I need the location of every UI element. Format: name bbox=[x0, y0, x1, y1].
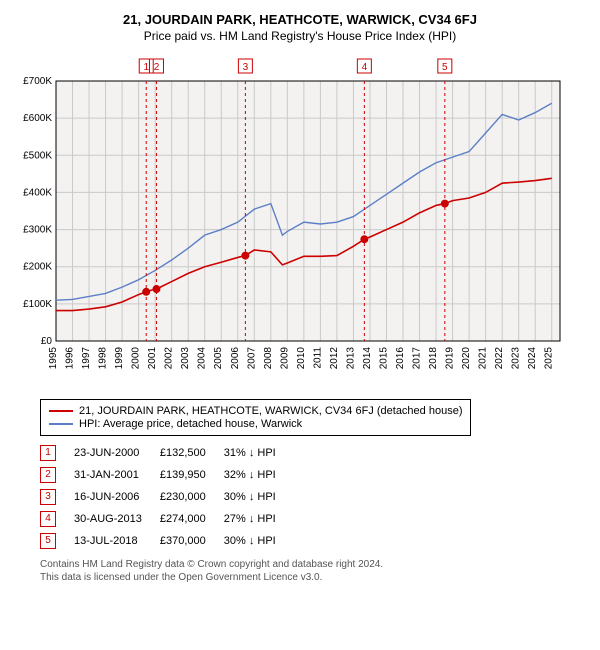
sale-marker-dot bbox=[360, 235, 368, 243]
x-axis-label: 2025 bbox=[544, 347, 555, 370]
legend-label-hpi: HPI: Average price, detached house, Warw… bbox=[79, 418, 302, 430]
sale-price: £132,500 bbox=[160, 442, 224, 464]
y-axis-label: £0 bbox=[41, 336, 53, 347]
sale-index-box: 1 bbox=[40, 445, 56, 461]
footer: Contains HM Land Registry data © Crown c… bbox=[40, 558, 590, 584]
legend: 21, JOURDAIN PARK, HEATHCOTE, WARWICK, C… bbox=[40, 399, 471, 436]
sale-price: £274,000 bbox=[160, 508, 224, 530]
x-axis-label: 2007 bbox=[246, 347, 257, 370]
y-axis-label: £600K bbox=[23, 113, 52, 124]
x-axis-label: 1999 bbox=[114, 347, 125, 370]
sale-date: 30-AUG-2013 bbox=[74, 508, 160, 530]
x-axis-label: 2004 bbox=[197, 347, 208, 370]
x-axis-label: 2013 bbox=[345, 347, 356, 370]
sales-row: 1 23-JUN-2000£132,50031% ↓ HPI bbox=[40, 442, 294, 464]
sale-index-box: 4 bbox=[40, 511, 56, 527]
x-axis-label: 2019 bbox=[445, 347, 456, 370]
x-axis-label: 1998 bbox=[98, 347, 109, 370]
x-axis-label: 2000 bbox=[131, 347, 142, 370]
sale-date: 13-JUL-2018 bbox=[74, 530, 160, 552]
sale-price: £370,000 bbox=[160, 530, 224, 552]
x-axis-label: 2010 bbox=[296, 347, 307, 370]
sale-marker-number: 3 bbox=[243, 62, 249, 73]
sale-marker-dot bbox=[142, 288, 150, 296]
x-axis-label: 2006 bbox=[230, 347, 241, 370]
x-axis-label: 2001 bbox=[147, 347, 158, 370]
sale-index-box: 5 bbox=[40, 533, 56, 549]
chart-title: 21, JOURDAIN PARK, HEATHCOTE, WARWICK, C… bbox=[10, 12, 590, 27]
sale-hpi-diff: 30% ↓ HPI bbox=[224, 486, 294, 508]
y-axis-label: £400K bbox=[23, 187, 52, 198]
sale-date: 31-JAN-2001 bbox=[74, 464, 160, 486]
sale-marker-dot bbox=[152, 285, 160, 293]
sale-price: £230,000 bbox=[160, 486, 224, 508]
x-axis-label: 2003 bbox=[180, 347, 191, 370]
legend-label-subject: 21, JOURDAIN PARK, HEATHCOTE, WARWICK, C… bbox=[79, 405, 462, 417]
sale-hpi-diff: 27% ↓ HPI bbox=[224, 508, 294, 530]
x-axis-label: 2005 bbox=[213, 347, 224, 370]
sale-marker-number: 2 bbox=[154, 62, 160, 73]
y-axis-label: £200K bbox=[23, 262, 52, 273]
x-axis-label: 2023 bbox=[511, 347, 522, 370]
sale-price: £139,950 bbox=[160, 464, 224, 486]
sale-hpi-diff: 30% ↓ HPI bbox=[224, 530, 294, 552]
chart-subtitle: Price paid vs. HM Land Registry's House … bbox=[10, 29, 590, 43]
y-axis-label: £500K bbox=[23, 150, 52, 161]
sale-hpi-diff: 32% ↓ HPI bbox=[224, 464, 294, 486]
x-axis-label: 1996 bbox=[65, 347, 76, 370]
x-axis-label: 2011 bbox=[312, 347, 323, 369]
y-axis-label: £300K bbox=[23, 225, 52, 236]
x-axis-label: 2021 bbox=[478, 347, 489, 370]
legend-row-subject: 21, JOURDAIN PARK, HEATHCOTE, WARWICK, C… bbox=[49, 405, 462, 417]
sale-hpi-diff: 31% ↓ HPI bbox=[224, 442, 294, 464]
sale-date: 23-JUN-2000 bbox=[74, 442, 160, 464]
x-axis-label: 2017 bbox=[412, 347, 423, 370]
x-axis-label: 2024 bbox=[527, 347, 538, 370]
x-axis-label: 2018 bbox=[428, 347, 439, 370]
sale-marker-number: 5 bbox=[442, 62, 448, 73]
x-axis-label: 2015 bbox=[378, 347, 389, 370]
sale-index-box: 3 bbox=[40, 489, 56, 505]
legend-row-hpi: HPI: Average price, detached house, Warw… bbox=[49, 418, 462, 430]
y-axis-label: £100K bbox=[23, 299, 52, 310]
footer-line-2: This data is licensed under the Open Gov… bbox=[40, 571, 590, 584]
x-axis-label: 2002 bbox=[164, 347, 175, 370]
sales-row: 2 31-JAN-2001£139,95032% ↓ HPI bbox=[40, 464, 294, 486]
legend-swatch-subject bbox=[49, 410, 73, 412]
legend-swatch-hpi bbox=[49, 423, 73, 425]
sale-marker-number: 1 bbox=[143, 62, 149, 73]
sales-row: 5 13-JUL-2018£370,00030% ↓ HPI bbox=[40, 530, 294, 552]
x-axis-label: 2008 bbox=[263, 347, 274, 370]
x-axis-label: 2022 bbox=[494, 347, 505, 370]
sales-row: 3 16-JUN-2006£230,00030% ↓ HPI bbox=[40, 486, 294, 508]
sale-date: 16-JUN-2006 bbox=[74, 486, 160, 508]
x-axis-label: 2014 bbox=[362, 347, 373, 370]
price-chart: £0 £100K £200K £300K £400K £500K £600K £700K 199… bbox=[10, 51, 570, 391]
sales-table: 1 23-JUN-2000£132,50031% ↓ HPI 2 31-JAN-200… bbox=[40, 442, 294, 552]
x-axis-label: 1997 bbox=[81, 347, 92, 370]
chart-container: £0 £100K £200K £300K £400K £500K £600K £700K 199… bbox=[10, 51, 590, 391]
x-axis-label: 2012 bbox=[329, 347, 340, 370]
sale-marker-dot bbox=[441, 200, 449, 208]
sale-index-box: 2 bbox=[40, 467, 56, 483]
sales-row: 4 30-AUG-2013£274,00027% ↓ HPI bbox=[40, 508, 294, 530]
x-axis-label: 1995 bbox=[48, 347, 59, 370]
x-axis-label: 2020 bbox=[461, 347, 472, 370]
sale-marker-dot bbox=[241, 252, 249, 260]
footer-line-1: Contains HM Land Registry data © Crown c… bbox=[40, 558, 590, 571]
x-axis-label: 2016 bbox=[395, 347, 406, 370]
x-axis-label: 2009 bbox=[279, 347, 290, 370]
y-axis-label: £700K bbox=[23, 76, 52, 87]
sale-marker-number: 4 bbox=[362, 62, 368, 73]
